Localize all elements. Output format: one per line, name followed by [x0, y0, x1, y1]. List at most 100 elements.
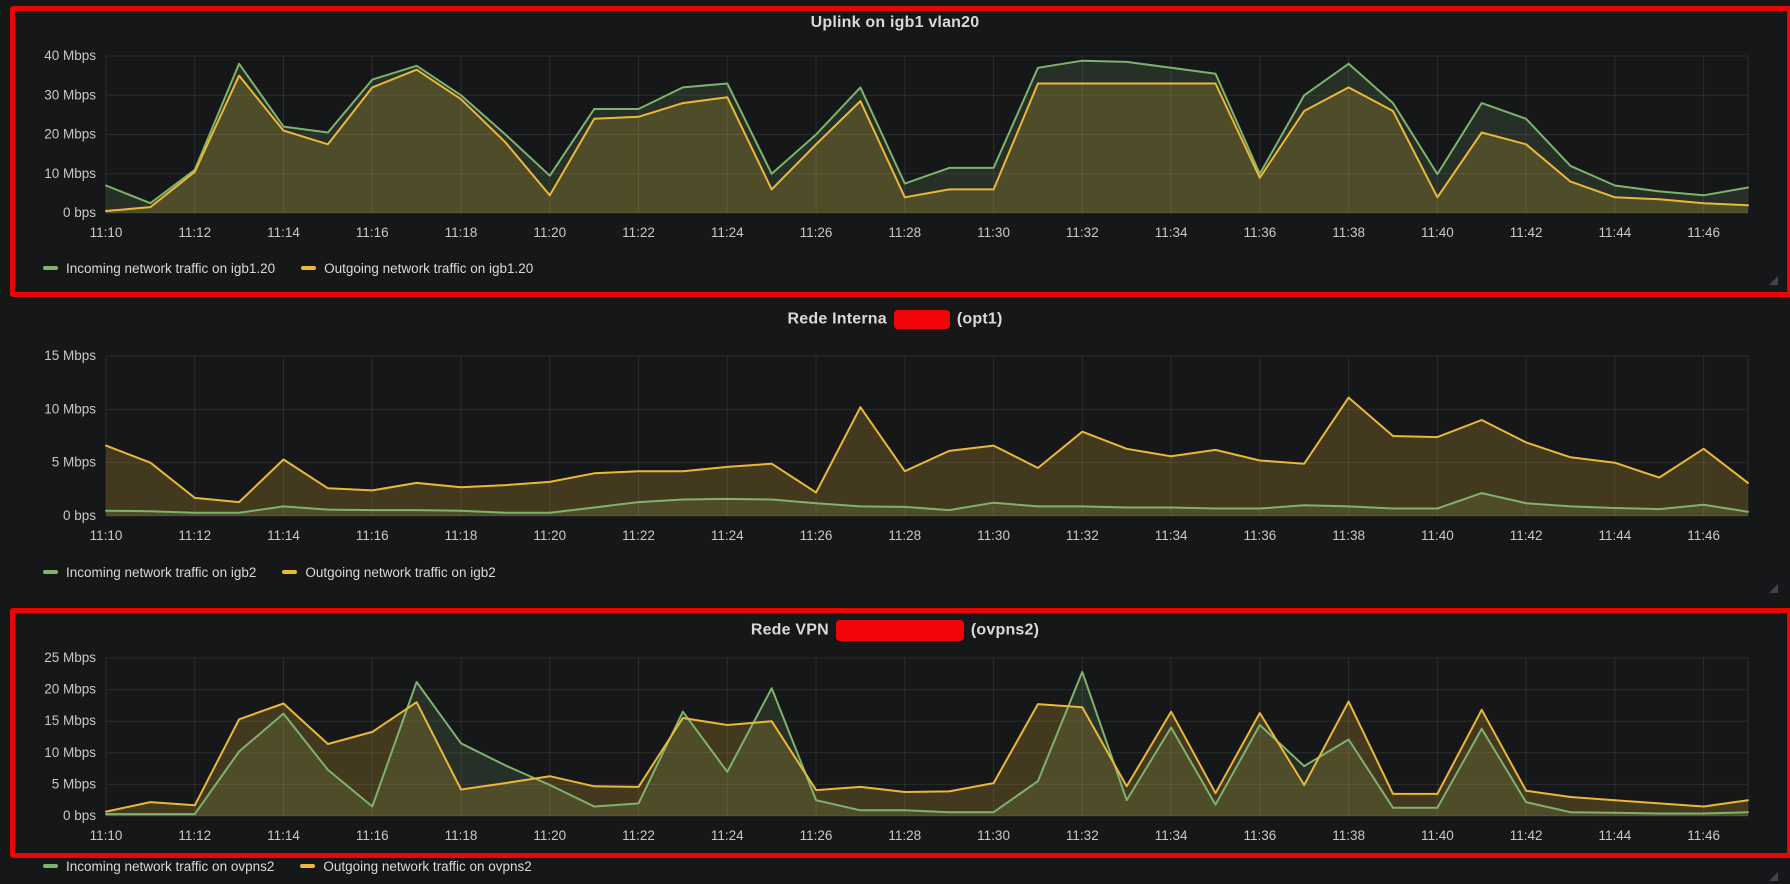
incoming-series-line [105, 670, 1749, 816]
x-axis-tick-label: 11:14 [267, 528, 300, 543]
y-axis-tick-label: 5 Mbps [52, 776, 97, 791]
legend-label: Outgoing network traffic on igb2 [305, 564, 496, 580]
x-axis-tick-label: 11:36 [1243, 828, 1276, 843]
panel-resize-handle[interactable] [1769, 584, 1778, 593]
y-axis-tick-label: 0 bps [63, 508, 96, 523]
outgoing-series-swatch [301, 266, 317, 270]
x-axis-tick-label: 11:22 [622, 828, 655, 843]
legend-label: Incoming network traffic on ovpns2 [66, 858, 275, 874]
x-axis-tick-label: 11:22 [622, 528, 655, 543]
incoming-series-swatch [43, 864, 58, 868]
x-axis-tick-label: 11:14 [267, 225, 300, 240]
y-axis-tick-label: 40 Mbps [44, 48, 96, 63]
x-axis-tick-label: 11:36 [1243, 225, 1276, 240]
outgoing-series-line [105, 68, 1749, 212]
y-axis-tick-label: 20 Mbps [44, 682, 96, 697]
legend-item-outgoing[interactable]: Outgoing network traffic on igb2 [282, 564, 496, 580]
x-axis-tick-label: 11:42 [1510, 828, 1543, 843]
panel-title-text: Rede Interna [787, 310, 887, 328]
legend-item-incoming[interactable]: Incoming network traffic on igb1.20 [43, 261, 275, 276]
outgoing-series-line [105, 396, 1749, 504]
legend-label: Outgoing network traffic on ovpns2 [323, 858, 532, 874]
panel-title-suffix: (opt1) [956, 310, 1003, 328]
legend-label: Incoming network traffic on igb1.20 [66, 260, 276, 276]
x-axis-tick-label: 11:34 [1155, 528, 1188, 543]
x-axis-tick-label: 11:34 [1155, 225, 1188, 240]
incoming-series-area [106, 493, 1748, 516]
x-axis-tick-label: 11:28 [888, 225, 921, 240]
x-axis-tick-label: 11:40 [1421, 528, 1454, 543]
x-axis-tick-label: 11:28 [888, 828, 921, 843]
x-axis-tick-label: 11:12 [178, 828, 211, 843]
x-axis-tick-label: 11:16 [356, 528, 389, 543]
panel-title-suffix: (ovpns2) [970, 621, 1040, 639]
panel-resize-handle[interactable] [1769, 276, 1778, 285]
y-axis-tick-label: 25 Mbps [44, 650, 96, 665]
y-axis-tick-label: 15 Mbps [44, 713, 96, 728]
redaction-box [893, 310, 950, 329]
y-axis-tick-label: 0 bps [63, 808, 96, 823]
legend-item-outgoing[interactable]: Outgoing network traffic on igb1.20 [301, 261, 533, 276]
outgoing-series-line [105, 700, 1749, 813]
x-axis-tick-label: 11:44 [1598, 828, 1631, 843]
x-axis-tick-label: 11:16 [356, 225, 389, 240]
x-axis-tick-label: 11:18 [445, 528, 478, 543]
rede-interna-legend: Incoming network traffic on igb2 Outgoin… [43, 562, 496, 582]
outgoing-series-swatch [282, 570, 298, 574]
y-axis-tick-label: 20 Mbps [44, 127, 96, 142]
panel-title-rede-interna[interactable]: Rede Interna (opt1) [0, 310, 1790, 329]
chart-canvas[interactable]: 11:10 11:12 11:14 11:16 11:18 11:20 11:22 11:24… [0, 38, 1790, 246]
x-axis-tick-label: 11:26 [800, 828, 833, 843]
x-axis-tick-label: 11:32 [1066, 225, 1099, 240]
x-axis-tick-label: 11:46 [1687, 528, 1720, 543]
x-axis-tick-label: 11:20 [533, 225, 566, 240]
panel-resize-handle[interactable] [1769, 872, 1778, 881]
incoming-series-area [106, 671, 1748, 816]
redaction-box [835, 620, 964, 641]
outgoing-series-area [106, 701, 1748, 816]
x-axis-tick-label: 11:20 [533, 528, 566, 543]
x-axis-tick-label: 11:38 [1332, 828, 1365, 843]
rede-vpn-legend: Incoming network traffic on ovpns2 Outgo… [43, 856, 532, 876]
rede-vpn-time-series-chart[interactable]: 11:10 11:12 11:14 11:16 11:18 11:20 11:22 11:24… [0, 642, 1790, 846]
x-axis-tick-label: 11:28 [888, 528, 921, 543]
x-axis-tick-label: 11:24 [711, 528, 744, 543]
y-axis-tick-label: 30 Mbps [44, 87, 96, 102]
outgoing-series-area [106, 69, 1748, 213]
x-axis-tick-label: 11:40 [1421, 225, 1454, 240]
panel-title-rede-vpn[interactable]: Rede VPN (ovpns2) [0, 620, 1790, 641]
y-axis-tick-label: 15 Mbps [44, 348, 96, 363]
x-axis-tick-label: 11:10 [90, 828, 123, 843]
chart-canvas[interactable]: 11:10 11:12 11:14 11:16 11:18 11:20 11:22 11:24… [0, 642, 1790, 846]
x-axis-tick-label: 11:46 [1687, 828, 1720, 843]
x-axis-tick-label: 11:34 [1155, 828, 1188, 843]
panel-title-text: Rede VPN [750, 621, 829, 639]
chart-canvas[interactable]: 11:10 11:12 11:14 11:16 11:18 11:20 11:22 11:24… [0, 340, 1790, 548]
x-axis-tick-label: 11:18 [445, 225, 478, 240]
uplink-time-series-chart[interactable]: 11:10 11:12 11:14 11:16 11:18 11:20 11:22 11:24… [0, 38, 1790, 246]
x-axis-tick-label: 11:40 [1421, 828, 1454, 843]
legend-item-outgoing[interactable]: Outgoing network traffic on ovpns2 [300, 858, 532, 874]
x-axis-tick-label: 11:30 [977, 828, 1010, 843]
panel-title-uplink[interactable]: Uplink on igb1 vlan20 [0, 14, 1790, 32]
x-axis-tick-label: 11:14 [267, 828, 300, 843]
legend-item-incoming[interactable]: Incoming network traffic on igb2 [43, 565, 256, 580]
y-axis-tick-label: 5 Mbps [52, 455, 97, 470]
x-axis-tick-label: 11:10 [90, 528, 123, 543]
incoming-series-swatch [43, 570, 58, 574]
incoming-series-line [105, 492, 1749, 514]
x-axis-tick-label: 11:26 [800, 528, 833, 543]
rede-interna-time-series-chart[interactable]: 11:10 11:12 11:14 11:16 11:18 11:20 11:22 11:24… [0, 340, 1790, 548]
x-axis-tick-label: 11:42 [1510, 225, 1543, 240]
x-axis-tick-label: 11:24 [711, 828, 744, 843]
x-axis-tick-label: 11:10 [90, 225, 123, 240]
x-axis-tick-label: 11:12 [178, 225, 211, 240]
x-axis-tick-label: 11:26 [800, 225, 833, 240]
incoming-series-line [105, 59, 1749, 205]
legend-item-incoming[interactable]: Incoming network traffic on ovpns2 [43, 859, 274, 874]
x-axis-tick-label: 11:32 [1066, 528, 1099, 543]
x-axis-tick-label: 11:36 [1243, 528, 1276, 543]
incoming-series-swatch [43, 266, 58, 270]
legend-label: Incoming network traffic on igb2 [66, 564, 257, 580]
x-axis-tick-label: 11:22 [622, 225, 655, 240]
